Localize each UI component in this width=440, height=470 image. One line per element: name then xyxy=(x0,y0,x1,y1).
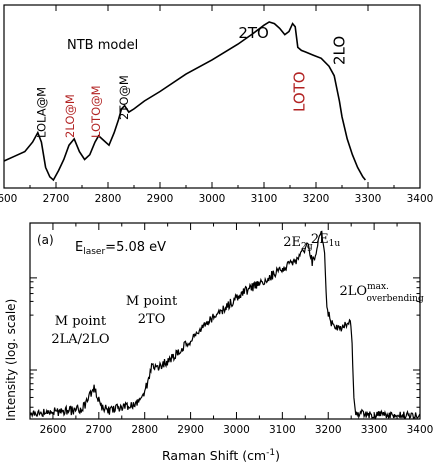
bottom-x-tick-label: 2900 xyxy=(177,424,204,436)
top-x-tick-label: 3400 xyxy=(407,193,434,205)
top-x-tick-label: 3300 xyxy=(355,193,382,205)
top-annotations: LOLA@M 2LO@M LOTO@M 2TO@M 2TO LOTO 2LO xyxy=(35,24,349,138)
bottom-y-axis xyxy=(30,277,420,408)
bottom-x-tick-label: 3400 xyxy=(407,424,434,436)
top-panel: 2600 2700 2800 2900 3000 3100 3200 3300 3400 NTB… xyxy=(0,4,433,205)
laser-energy-label: Elaser=5.08 eV xyxy=(75,240,166,257)
bottom-series-line xyxy=(29,230,421,420)
top-2LO-annotation: 2LO xyxy=(331,36,349,65)
bottom-x-axis: 2600 2700 2800 2900 3000 3100 3200 3300 3400 xyxy=(29,223,434,436)
bottom-overbending-annotation: 2LOmax. overbending xyxy=(340,282,424,304)
bottom-x-axis-label: Raman Shift (cm-1) xyxy=(162,448,280,463)
top-x-tick-label: 3000 xyxy=(199,193,226,205)
top-peak-annotation: 2LO@M xyxy=(63,94,77,138)
annotation-sub: 2g xyxy=(301,242,313,252)
annotation-sub: 1u xyxy=(329,239,341,249)
x-axis-label-end: ) xyxy=(275,448,280,463)
bottom-x-tick-label: 3100 xyxy=(269,424,296,436)
annotation-sub: overbending xyxy=(367,294,424,304)
annotation-base: 2LO xyxy=(340,284,368,299)
top-x-tick-label: 2800 xyxy=(95,193,122,205)
bottom-phonon-annotation: 2E1u xyxy=(311,232,341,249)
top-x-tick-label: 3100 xyxy=(251,193,278,205)
annotation-base: 2E xyxy=(311,232,329,247)
bottom-point-annotation: M point xyxy=(55,314,107,329)
laser-energy-base: E xyxy=(75,240,83,255)
top-peak-annotation: LOLA@M xyxy=(35,87,49,138)
bottom-panel: 2600 2700 2800 2900 3000 3100 3200 3300 3400 (a)… xyxy=(4,222,434,463)
bottom-point-annotation: 2LA/2LO xyxy=(51,332,109,347)
bottom-y-axis-label: Intensity (log. scale) xyxy=(4,299,18,421)
top-x-tick-label: 2700 xyxy=(43,193,70,205)
top-LOTO-annotation: LOTO xyxy=(291,71,309,112)
top-peak-annotation: 2TO@M xyxy=(117,75,131,120)
bottom-phonon-annotation: 2E2g xyxy=(283,235,313,252)
top-peak-annotation: LOTO@M xyxy=(89,85,103,138)
bottom-plot-frame xyxy=(29,222,421,420)
top-series-line xyxy=(3,21,367,182)
bottom-point-annotation: M point xyxy=(126,294,178,309)
top-x-tick-label: 3200 xyxy=(303,193,330,205)
bottom-x-tick-label: 2800 xyxy=(131,424,158,436)
bottom-point-annotation: 2TO xyxy=(138,312,166,327)
top-x-axis: 2600 2700 2800 2900 3000 3100 3200 3300 3400 xyxy=(0,5,433,205)
bottom-x-tick-label: 3300 xyxy=(361,424,388,436)
annotation-sup: max. xyxy=(367,282,389,292)
laser-energy-sub: laser xyxy=(83,247,105,257)
bottom-x-tick-label: 3200 xyxy=(315,424,342,436)
top-legend-label: NTB model xyxy=(67,38,138,53)
laser-energy-rest: =5.08 eV xyxy=(105,240,166,255)
x-axis-label-main: Raman Shift (cm xyxy=(162,448,266,463)
panel-label: (a) xyxy=(37,233,54,247)
bottom-x-tick-label: 2700 xyxy=(85,424,112,436)
top-x-tick-label: 2900 xyxy=(147,193,174,205)
x-axis-label-sup: -1 xyxy=(266,448,275,458)
top-2TO-annotation: 2TO xyxy=(238,24,269,42)
bottom-x-tick-label: 3000 xyxy=(223,424,250,436)
annotation-base: 2E xyxy=(283,235,301,250)
top-x-tick-label: 2600 xyxy=(0,193,17,205)
bottom-x-tick-label: 2600 xyxy=(40,424,67,436)
